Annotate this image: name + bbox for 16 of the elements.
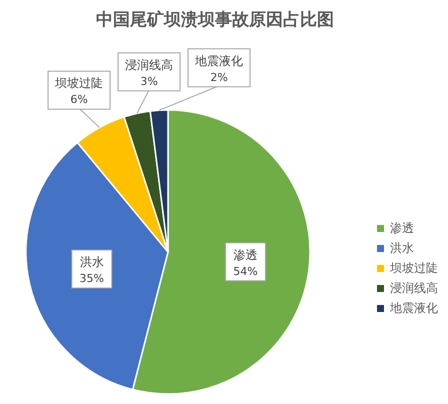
data-label: 2% xyxy=(210,70,228,84)
data-label: 3% xyxy=(140,74,158,88)
legend-label: 渗透 xyxy=(390,220,414,237)
data-label: 35% xyxy=(80,272,104,286)
legend-label: 洪水 xyxy=(390,240,414,257)
slice-label: 坝坡过陡 xyxy=(54,76,104,90)
slice-label: 浸润线高 xyxy=(125,58,174,72)
legend-label: 浸润线高 xyxy=(390,280,438,297)
legend-label: 地震液化 xyxy=(390,300,438,317)
slice-label: 洪水 xyxy=(80,255,104,270)
legend-label: 坝坡过陡 xyxy=(390,260,438,277)
slice-label: 渗透 xyxy=(233,248,258,262)
chart-title: 中国尾矿坝溃坝事故原因占比图 xyxy=(95,9,335,31)
data-label: 54% xyxy=(233,264,258,278)
data-label: 6% xyxy=(70,93,88,106)
slice-label: 地震液化 xyxy=(194,54,244,68)
